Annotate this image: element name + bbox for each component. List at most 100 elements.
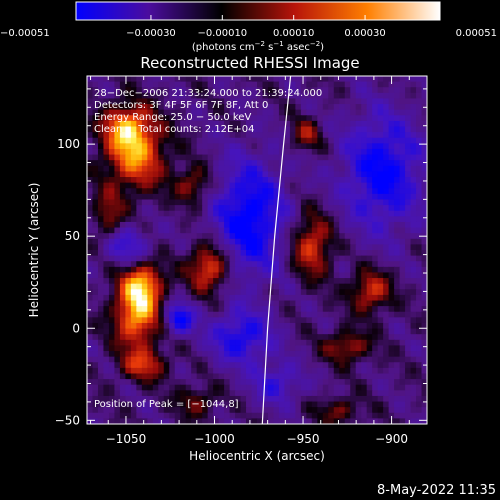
heatmap-cell	[136, 328, 143, 335]
heatmap-cell	[163, 199, 170, 206]
heatmap-cell	[180, 193, 187, 201]
heatmap-cell	[136, 227, 143, 234]
heatmap-cell	[410, 244, 417, 251]
heatmap-cell	[300, 418, 307, 424]
heatmap-cell	[246, 227, 253, 234]
heatmap-cell	[262, 120, 269, 128]
heatmap-cell	[87, 322, 94, 330]
heatmap-cell	[366, 76, 373, 83]
heatmap-cell	[224, 351, 231, 358]
heatmap-cell	[339, 395, 346, 403]
heatmap-cell	[361, 401, 368, 408]
heatmap-cell	[295, 120, 302, 128]
heatmap-cell	[267, 244, 275, 251]
heatmap-cell	[158, 278, 165, 285]
heatmap-cell	[361, 177, 368, 184]
heatmap-cell	[405, 384, 412, 391]
heatmap-cell	[87, 379, 94, 386]
heatmap-cell	[130, 373, 137, 380]
heatmap-cell	[278, 148, 286, 156]
heatmap-cell	[235, 278, 242, 285]
heatmap-cell	[158, 199, 165, 206]
heatmap-cell	[289, 171, 296, 178]
heatmap-cell	[108, 205, 116, 212]
heatmap-cell	[174, 92, 181, 100]
heatmap-cell	[180, 148, 187, 156]
heatmap-cell	[267, 182, 275, 189]
heatmap-cell	[377, 401, 384, 408]
heatmap-cell	[114, 373, 121, 380]
heatmap-cell	[317, 306, 324, 313]
heatmap-cell	[355, 345, 362, 352]
heatmap-cell	[410, 193, 417, 201]
heatmap-cell	[235, 177, 242, 184]
heatmap-cell	[372, 407, 379, 414]
heatmap-cell	[108, 188, 116, 195]
heatmap-cell	[87, 367, 94, 375]
heatmap-cell	[306, 367, 313, 375]
heatmap-cell	[344, 373, 351, 380]
heatmap-cell	[366, 126, 373, 133]
heatmap-cell	[169, 87, 176, 94]
heatmap-cell	[333, 160, 340, 167]
heatmap-cell	[421, 148, 427, 156]
heatmap-cell	[372, 272, 379, 279]
heatmap-cell	[147, 120, 154, 128]
heatmap-cell	[317, 104, 324, 111]
heatmap-cell	[361, 306, 368, 313]
heatmap-cell	[163, 322, 170, 330]
heatmap-cell	[377, 210, 384, 217]
colorbar-ticks: −0.00051 −0.00030 −0.00010 0.00010 0.00030 0.…	[0, 15, 497, 39]
heatmap-cell	[257, 300, 264, 307]
heatmap-cell	[328, 379, 335, 386]
heatmap-cell	[405, 395, 412, 403]
heatmap-cell	[191, 362, 198, 369]
heatmap-cell	[169, 238, 176, 245]
heatmap-cell	[416, 160, 423, 167]
heatmap-cell	[399, 205, 406, 212]
heatmap-cell	[136, 395, 143, 403]
heatmap-cell	[333, 356, 340, 363]
heatmap-cell	[322, 317, 329, 324]
heatmap-cell	[108, 334, 116, 341]
heatmap-cell	[141, 233, 148, 240]
heatmap-cell	[130, 322, 137, 330]
heatmap-cell	[213, 255, 220, 262]
heatmap-cell	[295, 294, 302, 302]
heatmap-cell	[130, 379, 137, 386]
heatmap-cell	[119, 401, 126, 408]
heatmap-cell	[405, 300, 412, 307]
heatmap-cell	[328, 278, 335, 285]
heatmap-cell	[240, 390, 247, 397]
heatmap-cell	[333, 126, 340, 133]
heatmap-cell	[399, 322, 406, 330]
heatmap-cell	[317, 148, 324, 156]
heatmap-cell	[136, 182, 143, 189]
heatmap-cell	[394, 379, 401, 386]
heatmap-cell	[333, 328, 340, 335]
heatmap-cell	[103, 148, 110, 156]
heatmap-cell	[191, 154, 198, 161]
heatmap-cell	[399, 182, 406, 189]
heatmap-cell	[317, 81, 324, 88]
heatmap-cell	[311, 407, 318, 414]
heatmap-cell	[103, 345, 110, 352]
heatmap-cell	[322, 384, 329, 391]
heatmap-cell	[278, 379, 286, 386]
heatmap-cell	[328, 255, 335, 262]
heatmap-cell	[344, 120, 351, 128]
heatmap-cell	[251, 300, 258, 307]
heatmap-cell	[174, 244, 181, 251]
heatmap-cell	[306, 339, 313, 347]
heatmap-cell	[311, 261, 318, 268]
heatmap-cell	[147, 188, 154, 195]
heatmap-cell	[333, 345, 340, 352]
heatmap-cell	[180, 272, 187, 279]
heatmap-cell	[262, 244, 269, 251]
heatmap-cell	[322, 328, 329, 335]
heatmap-cell	[119, 160, 126, 167]
heatmap-cell	[322, 266, 329, 274]
heatmap-cell	[202, 261, 209, 268]
heatmap-cell	[355, 132, 362, 139]
heatmap-cell	[273, 221, 280, 229]
